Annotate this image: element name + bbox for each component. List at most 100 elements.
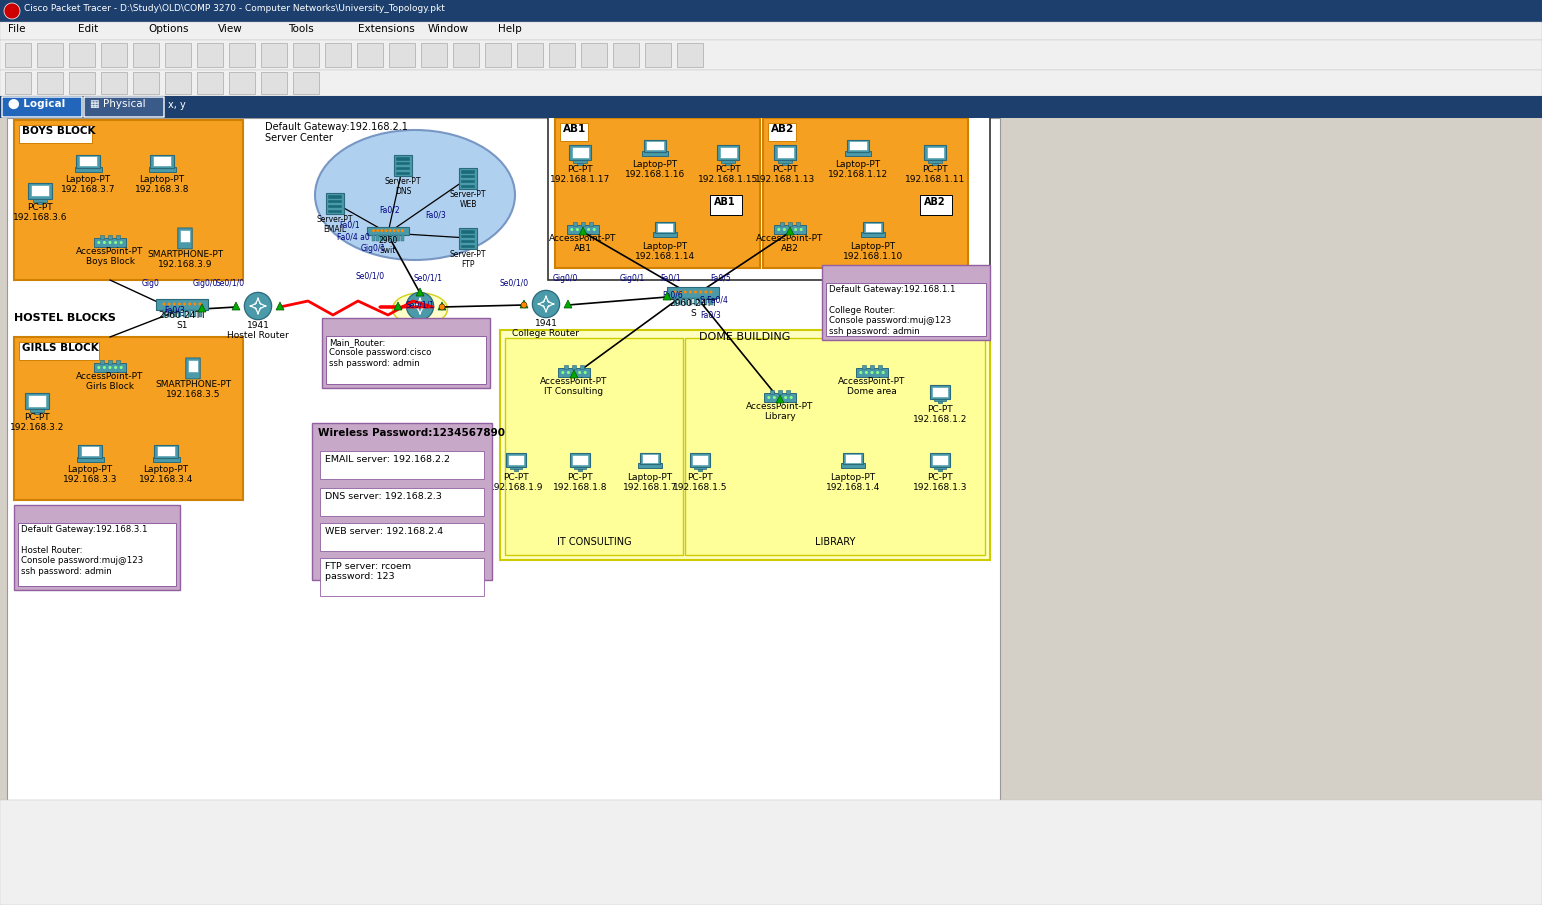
Text: PC-PT
192.168.1.9: PC-PT 192.168.1.9	[489, 473, 543, 492]
Text: AccessPoint-PT
AB2: AccessPoint-PT AB2	[756, 234, 823, 253]
Circle shape	[705, 291, 708, 293]
FancyBboxPatch shape	[108, 235, 113, 239]
FancyBboxPatch shape	[645, 43, 671, 67]
FancyBboxPatch shape	[709, 195, 742, 215]
FancyBboxPatch shape	[389, 235, 392, 241]
FancyBboxPatch shape	[14, 337, 244, 500]
FancyBboxPatch shape	[5, 43, 31, 67]
Circle shape	[783, 396, 786, 399]
FancyBboxPatch shape	[504, 338, 683, 555]
FancyBboxPatch shape	[381, 235, 384, 241]
Text: AB1: AB1	[714, 197, 736, 207]
FancyBboxPatch shape	[641, 454, 658, 462]
FancyBboxPatch shape	[763, 118, 968, 268]
FancyBboxPatch shape	[376, 235, 379, 241]
Polygon shape	[663, 292, 671, 300]
Circle shape	[120, 241, 123, 244]
FancyBboxPatch shape	[31, 185, 49, 196]
FancyBboxPatch shape	[779, 390, 782, 394]
Circle shape	[5, 3, 20, 19]
Circle shape	[768, 396, 771, 399]
FancyBboxPatch shape	[938, 402, 942, 404]
FancyBboxPatch shape	[927, 147, 944, 157]
FancyBboxPatch shape	[931, 454, 948, 465]
Circle shape	[372, 229, 375, 232]
Text: AccessPoint-PT
Dome area: AccessPoint-PT Dome area	[839, 377, 905, 396]
Text: Laptop-PT
192.168.3.8: Laptop-PT 192.168.3.8	[134, 175, 190, 195]
FancyBboxPatch shape	[581, 43, 608, 67]
FancyBboxPatch shape	[165, 72, 191, 94]
FancyBboxPatch shape	[19, 125, 93, 143]
Circle shape	[882, 371, 885, 374]
FancyBboxPatch shape	[643, 151, 668, 156]
FancyBboxPatch shape	[581, 222, 584, 225]
Circle shape	[244, 292, 271, 319]
FancyBboxPatch shape	[569, 453, 591, 467]
Circle shape	[876, 371, 879, 374]
FancyBboxPatch shape	[328, 205, 342, 208]
FancyBboxPatch shape	[572, 365, 577, 368]
FancyBboxPatch shape	[567, 225, 598, 234]
Text: PC-PT
192.168.1.8: PC-PT 192.168.1.8	[552, 473, 608, 492]
FancyBboxPatch shape	[461, 235, 475, 238]
Text: 1941
College Router: 1941 College Router	[512, 319, 580, 338]
FancyBboxPatch shape	[577, 163, 583, 165]
Text: SMARTPHONE-PT
192.168.3.5: SMARTPHONE-PT 192.168.3.5	[154, 380, 231, 399]
FancyBboxPatch shape	[705, 298, 708, 305]
Circle shape	[709, 291, 712, 293]
Text: Edit: Edit	[79, 24, 99, 34]
Text: Fa0/1: Fa0/1	[339, 221, 359, 230]
FancyBboxPatch shape	[29, 408, 45, 412]
Text: Gig0/0: Gig0/0	[552, 273, 578, 282]
FancyBboxPatch shape	[321, 558, 484, 596]
FancyBboxPatch shape	[25, 393, 49, 409]
Text: IT CONSULTING: IT CONSULTING	[557, 537, 631, 547]
FancyBboxPatch shape	[694, 467, 706, 470]
Circle shape	[581, 228, 584, 231]
Text: PC-PT
192.168.1.2: PC-PT 192.168.1.2	[913, 405, 967, 424]
FancyBboxPatch shape	[325, 43, 352, 67]
Polygon shape	[520, 300, 527, 308]
Circle shape	[699, 291, 702, 293]
Circle shape	[439, 304, 446, 310]
Circle shape	[407, 292, 433, 319]
FancyBboxPatch shape	[694, 298, 697, 305]
FancyBboxPatch shape	[580, 365, 584, 368]
Text: S Fa0/4: S Fa0/4	[700, 296, 728, 304]
FancyBboxPatch shape	[768, 123, 796, 141]
FancyBboxPatch shape	[655, 222, 675, 233]
Circle shape	[376, 229, 379, 232]
Text: Default Gateway:192.168.2.1: Default Gateway:192.168.2.1	[265, 122, 409, 132]
Circle shape	[561, 371, 564, 374]
FancyBboxPatch shape	[689, 298, 692, 305]
FancyBboxPatch shape	[322, 318, 490, 388]
Ellipse shape	[393, 293, 447, 325]
FancyBboxPatch shape	[185, 358, 200, 379]
FancyBboxPatch shape	[396, 157, 410, 160]
FancyBboxPatch shape	[845, 151, 871, 156]
Circle shape	[572, 371, 575, 374]
FancyBboxPatch shape	[461, 244, 475, 248]
FancyBboxPatch shape	[699, 298, 702, 305]
FancyBboxPatch shape	[796, 222, 800, 225]
Text: Se0/1/0: Se0/1/0	[216, 279, 245, 288]
FancyBboxPatch shape	[842, 453, 864, 464]
FancyBboxPatch shape	[674, 298, 677, 305]
FancyBboxPatch shape	[14, 120, 244, 280]
Text: ▦ Physical: ▦ Physical	[89, 99, 145, 109]
FancyBboxPatch shape	[725, 163, 731, 165]
FancyBboxPatch shape	[384, 235, 387, 241]
Circle shape	[521, 302, 527, 308]
FancyBboxPatch shape	[261, 72, 287, 94]
Text: DOME BUILDING: DOME BUILDING	[700, 332, 791, 342]
Circle shape	[678, 291, 682, 293]
Polygon shape	[438, 302, 446, 310]
FancyBboxPatch shape	[921, 195, 951, 215]
FancyBboxPatch shape	[924, 145, 947, 160]
Circle shape	[777, 228, 780, 231]
Circle shape	[177, 302, 180, 306]
Text: Fa0/4 a0: Fa0/4 a0	[338, 233, 370, 242]
FancyBboxPatch shape	[100, 235, 103, 239]
Circle shape	[592, 228, 595, 231]
Text: 1941
main_router: 1941 main_router	[393, 321, 447, 340]
